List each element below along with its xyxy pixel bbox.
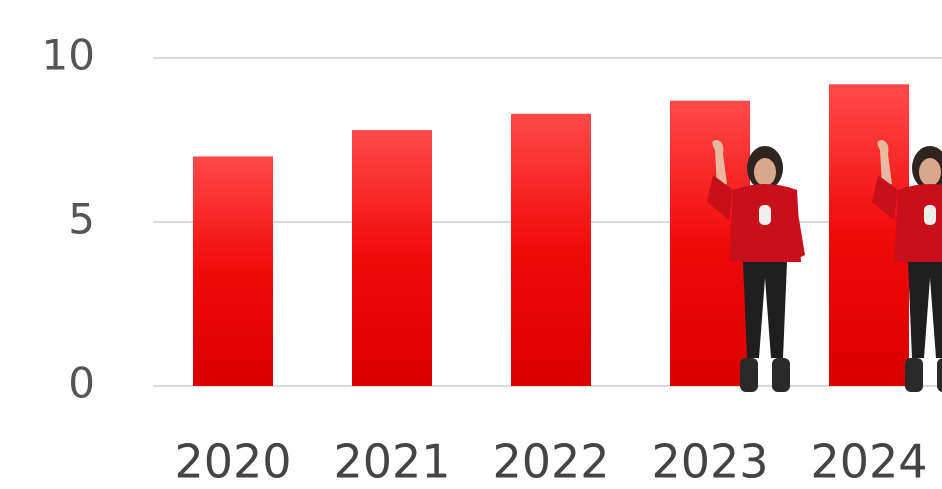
x-tick-label: 2022 xyxy=(492,435,609,489)
y-tick-label: 10 xyxy=(42,31,95,80)
x-tick-label: 2024 xyxy=(810,435,927,489)
bar xyxy=(352,130,432,386)
x-tick-label: 2023 xyxy=(651,435,768,489)
x-tick-label: 2020 xyxy=(174,435,291,489)
bar xyxy=(511,113,591,386)
bar xyxy=(193,156,273,386)
avatar xyxy=(872,140,942,392)
y-tick-label: 5 xyxy=(68,195,95,244)
x-tick-label: 2021 xyxy=(333,435,450,489)
y-tick-label: 0 xyxy=(68,359,95,408)
avatar xyxy=(707,140,805,392)
label-layer: 0 5 10 2020 2021 2022 2023 2024 xyxy=(42,31,928,489)
